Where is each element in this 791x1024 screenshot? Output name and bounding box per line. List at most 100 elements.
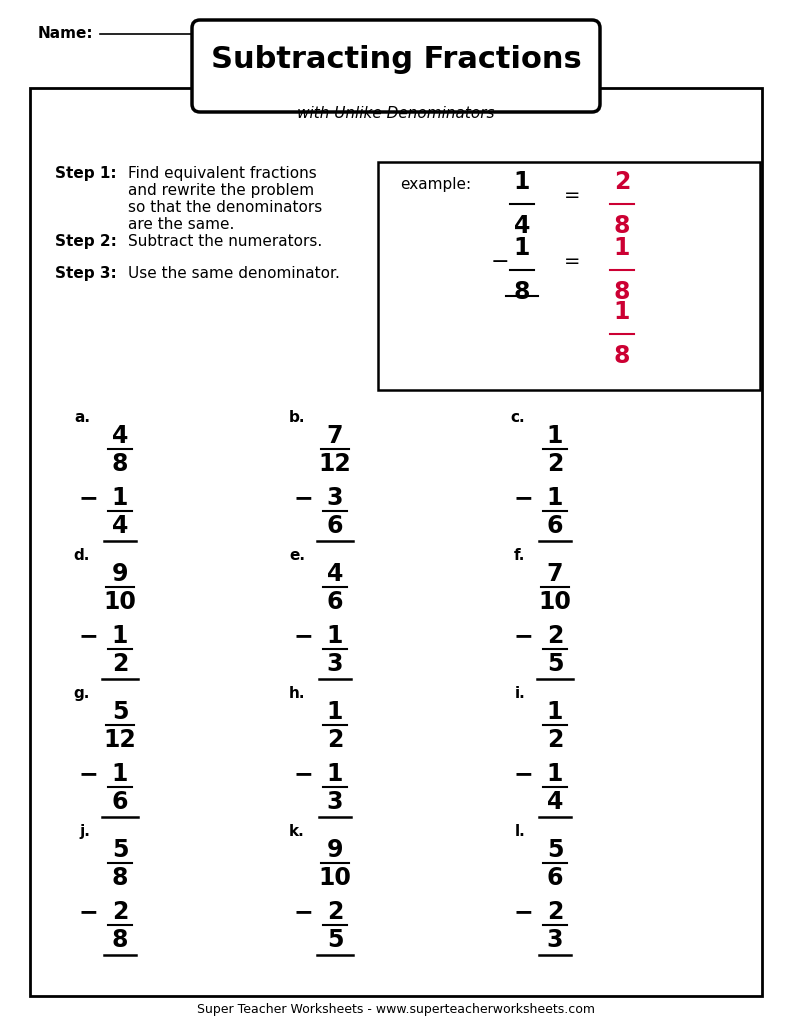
Text: 1: 1 — [112, 624, 128, 648]
Text: −: − — [513, 762, 533, 786]
Text: 4: 4 — [327, 562, 343, 586]
Text: −: − — [78, 624, 98, 648]
Text: f.: f. — [513, 548, 525, 563]
Text: −: − — [513, 624, 533, 648]
Text: 9: 9 — [327, 838, 343, 862]
Text: 2: 2 — [547, 452, 563, 476]
Text: −: − — [293, 486, 313, 510]
Text: k.: k. — [290, 824, 305, 839]
FancyBboxPatch shape — [378, 162, 760, 390]
Text: 1: 1 — [514, 236, 530, 260]
Text: 1: 1 — [514, 170, 530, 194]
Text: −: − — [293, 900, 313, 924]
Text: 3: 3 — [327, 790, 343, 814]
Text: 10: 10 — [319, 866, 351, 890]
Text: 8: 8 — [112, 928, 128, 952]
Text: 4: 4 — [547, 790, 563, 814]
Text: 12: 12 — [319, 452, 351, 476]
Text: 2: 2 — [547, 624, 563, 648]
Text: Use the same denominator.: Use the same denominator. — [128, 266, 340, 281]
Text: i.: i. — [514, 686, 525, 701]
Text: =: = — [564, 253, 581, 271]
Text: 1: 1 — [547, 700, 563, 724]
Text: 6: 6 — [112, 790, 128, 814]
Text: 1: 1 — [547, 486, 563, 510]
Text: 6: 6 — [327, 514, 343, 538]
Text: 1: 1 — [547, 424, 563, 449]
Text: 6: 6 — [327, 590, 343, 614]
FancyBboxPatch shape — [192, 20, 600, 112]
Text: Super Teacher Worksheets - www.superteacherworksheets.com: Super Teacher Worksheets - www.superteac… — [197, 1004, 595, 1017]
Text: 1: 1 — [614, 236, 630, 260]
Text: 5: 5 — [112, 700, 128, 724]
Text: 5: 5 — [112, 838, 128, 862]
Text: so that the denominators: so that the denominators — [128, 200, 322, 215]
Text: 2: 2 — [327, 728, 343, 752]
Text: Name:: Name: — [38, 27, 93, 42]
Text: −: − — [78, 900, 98, 924]
Text: with Unlike Denominators: with Unlike Denominators — [297, 106, 494, 122]
FancyBboxPatch shape — [30, 88, 762, 996]
Text: 4: 4 — [112, 424, 128, 449]
Text: Step 1:: Step 1: — [55, 166, 116, 181]
Text: h.: h. — [289, 686, 305, 701]
Text: 1: 1 — [547, 762, 563, 786]
Text: Step 3:: Step 3: — [55, 266, 117, 281]
Text: 3: 3 — [547, 928, 563, 952]
Text: 5: 5 — [327, 928, 343, 952]
Text: 8: 8 — [513, 280, 530, 304]
Text: 5: 5 — [547, 838, 563, 862]
Text: 5: 5 — [547, 652, 563, 676]
Text: 8: 8 — [112, 452, 128, 476]
Text: 9: 9 — [112, 562, 128, 586]
Text: 10: 10 — [539, 590, 571, 614]
Text: Step 2:: Step 2: — [55, 234, 117, 249]
Text: 3: 3 — [327, 486, 343, 510]
Text: 4: 4 — [112, 514, 128, 538]
Text: 1: 1 — [112, 762, 128, 786]
Text: Subtract the numerators.: Subtract the numerators. — [128, 234, 322, 249]
Text: 2: 2 — [614, 170, 630, 194]
Text: 3: 3 — [327, 652, 343, 676]
Text: 6: 6 — [547, 514, 563, 538]
Text: c.: c. — [510, 410, 525, 425]
Text: 2: 2 — [112, 900, 128, 924]
Text: −: − — [78, 762, 98, 786]
Text: −: − — [293, 624, 313, 648]
Text: 2: 2 — [547, 728, 563, 752]
Text: 1: 1 — [614, 300, 630, 324]
Text: d.: d. — [74, 548, 90, 563]
Text: Find equivalent fractions: Find equivalent fractions — [128, 166, 316, 181]
Text: 1: 1 — [112, 486, 128, 510]
Text: b.: b. — [289, 410, 305, 425]
Text: 10: 10 — [104, 590, 136, 614]
Text: −: − — [513, 900, 533, 924]
Text: 8: 8 — [614, 344, 630, 368]
Text: 2: 2 — [112, 652, 128, 676]
Text: 12: 12 — [104, 728, 136, 752]
Text: 4: 4 — [514, 214, 530, 238]
Text: −: − — [490, 252, 509, 272]
Text: 6: 6 — [547, 866, 563, 890]
Text: 7: 7 — [547, 562, 563, 586]
Text: −: − — [513, 486, 533, 510]
Text: 1: 1 — [327, 624, 343, 648]
Text: example:: example: — [400, 176, 471, 191]
Text: 7: 7 — [327, 424, 343, 449]
Text: l.: l. — [514, 824, 525, 839]
Text: 1: 1 — [327, 762, 343, 786]
Text: 1: 1 — [327, 700, 343, 724]
Text: e.: e. — [289, 548, 305, 563]
Text: −: − — [293, 762, 313, 786]
Text: −: − — [78, 486, 98, 510]
Text: a.: a. — [74, 410, 90, 425]
Text: 8: 8 — [614, 214, 630, 238]
Text: g.: g. — [74, 686, 90, 701]
Text: are the same.: are the same. — [128, 217, 234, 232]
Text: 8: 8 — [614, 280, 630, 304]
Text: 2: 2 — [327, 900, 343, 924]
Text: and rewrite the problem: and rewrite the problem — [128, 183, 314, 198]
Text: Subtracting Fractions: Subtracting Fractions — [210, 44, 581, 74]
Text: 2: 2 — [547, 900, 563, 924]
Text: =: = — [564, 186, 581, 206]
